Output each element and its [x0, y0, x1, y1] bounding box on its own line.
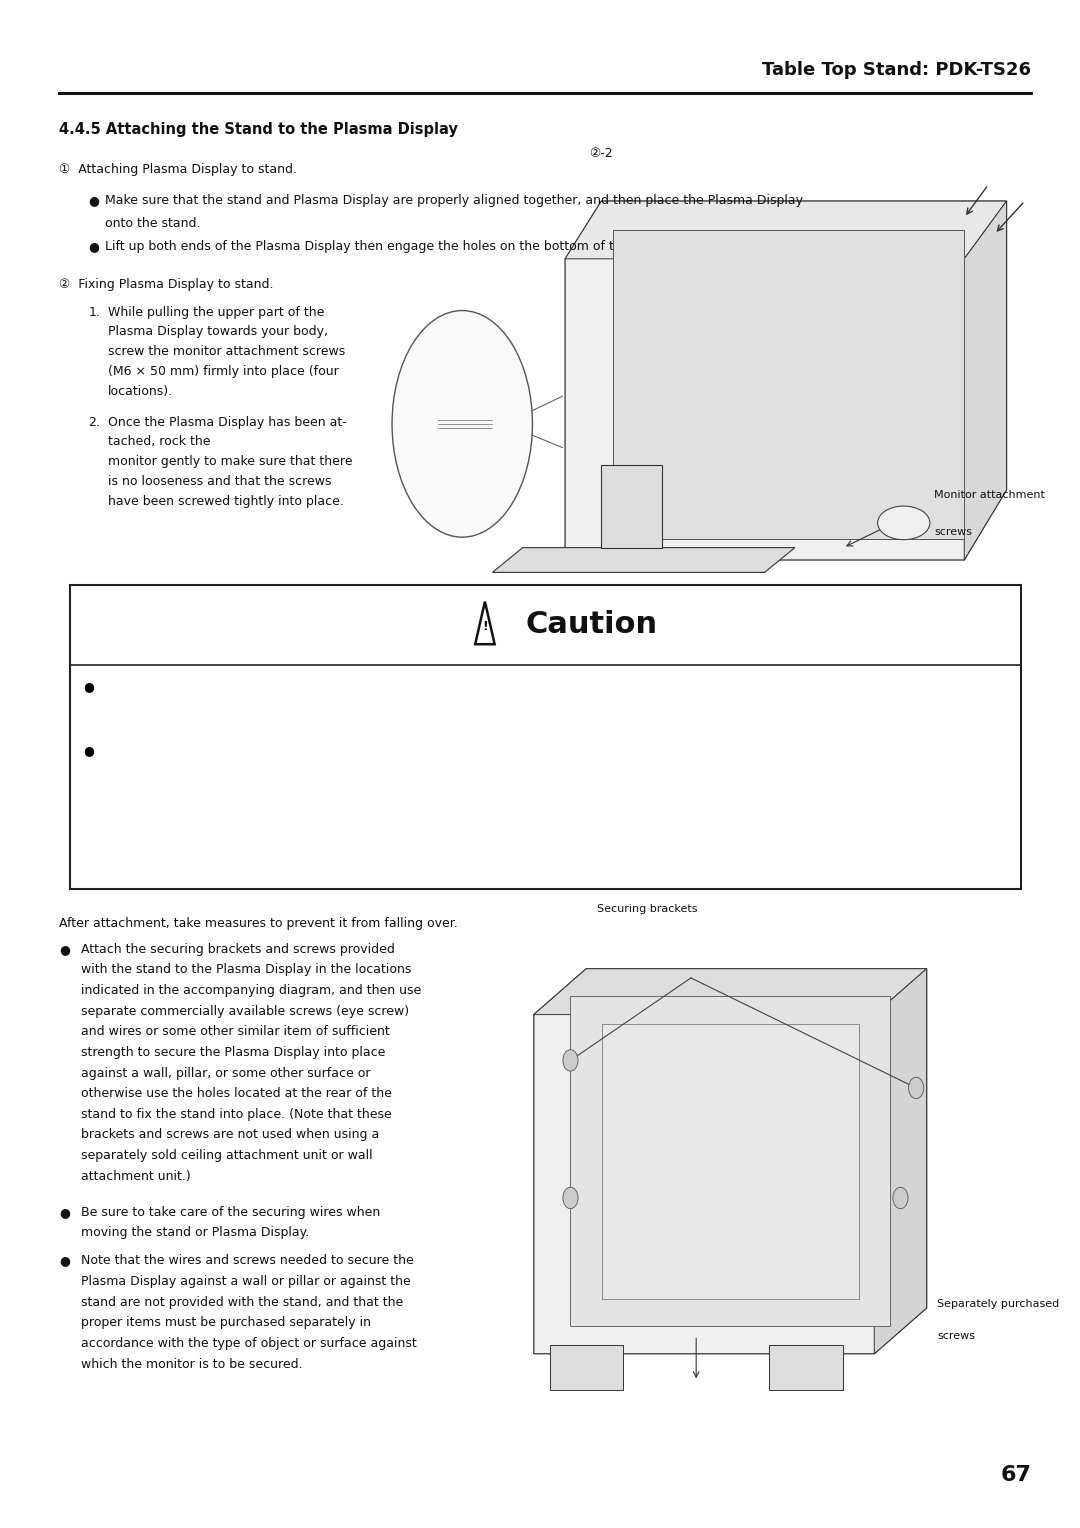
Text: 4.4.5 Attaching the Stand to the Plasma Display: 4.4.5 Attaching the Stand to the Plasma …: [59, 122, 458, 138]
Polygon shape: [769, 1345, 842, 1390]
Polygon shape: [565, 202, 1007, 561]
Polygon shape: [570, 996, 890, 1326]
Text: While pulling the upper part of the: While pulling the upper part of the: [108, 306, 324, 319]
Text: locations).: locations).: [108, 385, 173, 399]
Text: otherwise use the holes located at the rear of the: otherwise use the holes located at the r…: [81, 1088, 392, 1100]
Text: stand are not provided with the stand, and that the: stand are not provided with the stand, a…: [81, 1296, 403, 1309]
Text: Caution: Caution: [526, 611, 658, 639]
Text: ●: ●: [89, 240, 99, 254]
Text: Because the Plasma Display is heavy and has a high center of gravity, installati: Because the Plasma Display is heavy and …: [105, 744, 771, 758]
Text: separate commercially available screws (eye screw): separate commercially available screws (…: [81, 1005, 409, 1018]
Polygon shape: [602, 465, 662, 547]
Text: !: !: [482, 620, 488, 633]
Text: Monitor attachment: Monitor attachment: [934, 490, 1044, 500]
Text: ●: ●: [89, 194, 99, 208]
Ellipse shape: [878, 506, 930, 539]
Text: which the monitor is to be secured.: which the monitor is to be secured.: [81, 1357, 302, 1371]
Text: monitor gently to make sure that there: monitor gently to make sure that there: [108, 455, 352, 469]
Text: hazardous. Please employ three or more people during installation, being sure to: hazardous. Please employ three or more p…: [105, 762, 793, 776]
Polygon shape: [534, 969, 927, 1015]
Text: Once the Plasma Display has been at-: Once the Plasma Display has been at-: [108, 416, 347, 429]
Text: ①  Attaching Plasma Display to stand.: ① Attaching Plasma Display to stand.: [59, 163, 297, 177]
Text: Lift up both ends of the Plasma Display then engage the holes on the bottom of t: Lift up both ends of the Plasma Display …: [105, 240, 775, 254]
Circle shape: [893, 1187, 908, 1209]
Polygon shape: [534, 969, 927, 1354]
Text: Securing brackets: Securing brackets: [596, 903, 698, 914]
Polygon shape: [602, 1024, 859, 1299]
Text: Table Top Stand: PDK-TS26: Table Top Stand: PDK-TS26: [762, 61, 1031, 79]
Text: 1.: 1.: [89, 306, 100, 319]
Text: ②  Fixing Plasma Display to stand.: ② Fixing Plasma Display to stand.: [59, 278, 274, 292]
Circle shape: [908, 1077, 923, 1099]
Polygon shape: [874, 969, 927, 1354]
Text: tached, rock the: tached, rock the: [108, 435, 211, 449]
Text: proper items must be purchased separately in: proper items must be purchased separatel…: [81, 1316, 372, 1329]
Text: Separately purchased: Separately purchased: [937, 1299, 1059, 1309]
Text: accordance with the type of object or surface against: accordance with the type of object or su…: [81, 1337, 417, 1351]
Text: ●: ●: [83, 680, 94, 694]
Text: 67: 67: [1000, 1465, 1031, 1485]
Text: ②-1: ②-1: [783, 614, 807, 626]
Text: and wires or some other similar item of sufficient: and wires or some other similar item of …: [81, 1025, 390, 1039]
Circle shape: [563, 1187, 578, 1209]
Text: Note that the wires and screws needed to secure the: Note that the wires and screws needed to…: [81, 1254, 414, 1268]
Ellipse shape: [392, 310, 532, 538]
Text: Attach the securing brackets and screws provided: Attach the securing brackets and screws …: [81, 943, 395, 957]
Text: 2.: 2.: [89, 416, 100, 429]
Text: against a wall, pillar, or some other surface or: against a wall, pillar, or some other su…: [81, 1067, 370, 1080]
Text: onto the stand.: onto the stand.: [105, 217, 200, 231]
Text: Plasma Display against a wall or pillar or against the: Plasma Display against a wall or pillar …: [81, 1274, 410, 1288]
Circle shape: [563, 1050, 578, 1071]
Text: the monitor into place. Failing to tighten the screws could result in the monito: the monitor into place. Failing to tight…: [105, 698, 802, 712]
Text: ●: ●: [59, 1254, 70, 1268]
Text: ●: ●: [59, 943, 70, 957]
Text: separately sold ceiling attachment unit or wall: separately sold ceiling attachment unit …: [81, 1149, 373, 1163]
Polygon shape: [492, 547, 795, 573]
Text: stand to fix the stand into place. (Note that these: stand to fix the stand into place. (Note…: [81, 1108, 392, 1122]
Text: Plasma Display towards your body,: Plasma Display towards your body,: [108, 325, 328, 339]
Text: After attachment, take measures to prevent it from falling over.: After attachment, take measures to preve…: [59, 917, 458, 931]
Text: ②-2: ②-2: [590, 147, 612, 160]
Text: ●: ●: [59, 1206, 70, 1219]
Text: have been screwed tightly into place.: have been screwed tightly into place.: [108, 495, 343, 509]
Text: result in bodily injury.: result in bodily injury.: [105, 717, 239, 730]
Polygon shape: [565, 202, 1007, 258]
Text: is no looseness and that the screws: is no looseness and that the screws: [108, 475, 332, 489]
Text: with the stand to the Plasma Display in the locations: with the stand to the Plasma Display in …: [81, 963, 411, 976]
Text: Make sure that the stand and Plasma Display are properly aligned together, and t: Make sure that the stand and Plasma Disp…: [105, 194, 802, 208]
Text: Once the Plasma Display has been placed onto the stand, immediately insert the s: Once the Plasma Display has been placed …: [105, 680, 810, 694]
Text: Be sure to take care of the securing wires when: Be sure to take care of the securing wir…: [81, 1206, 380, 1219]
Text: as well as the lower portion of the monitor, while supporting its top and bottom: as well as the lower portion of the moni…: [105, 781, 607, 795]
Text: moving the stand or Plasma Display.: moving the stand or Plasma Display.: [81, 1225, 309, 1239]
Text: brackets and screws are not used when using a: brackets and screws are not used when us…: [81, 1128, 379, 1141]
Polygon shape: [613, 229, 964, 539]
Text: (M6 × 50 mm) firmly into place (four: (M6 × 50 mm) firmly into place (four: [108, 365, 339, 379]
Text: screw the monitor attachment screws: screw the monitor attachment screws: [108, 345, 346, 359]
Text: ●: ●: [83, 744, 94, 758]
Polygon shape: [964, 202, 1007, 561]
FancyBboxPatch shape: [70, 585, 1021, 889]
Polygon shape: [550, 1345, 623, 1390]
Text: strength to secure the Plasma Display into place: strength to secure the Plasma Display in…: [81, 1045, 386, 1059]
Text: attachment unit.): attachment unit.): [81, 1170, 191, 1183]
Text: screws: screws: [937, 1331, 975, 1342]
Text: indicated in the accompanying diagram, and then use: indicated in the accompanying diagram, a…: [81, 984, 421, 998]
Text: screws: screws: [934, 527, 972, 536]
